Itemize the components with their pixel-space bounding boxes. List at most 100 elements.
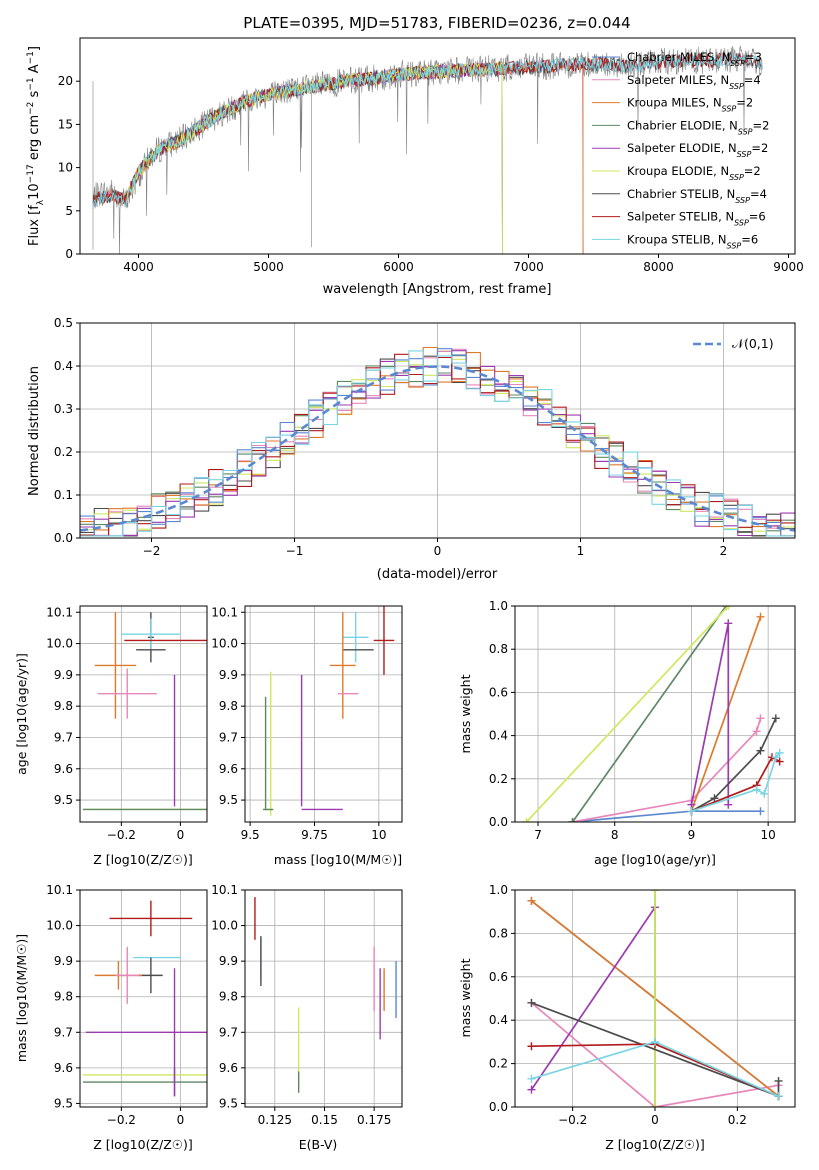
y-tick-label: 9.6 bbox=[54, 762, 73, 776]
age-weight-plot: 7 8 9 10 0.0 0.2 0.4 0.6 0.8 1.0 bbox=[489, 599, 796, 842]
data-marker bbox=[724, 606, 733, 610]
x-tick-label: −0.2 bbox=[558, 1113, 587, 1127]
data-marker bbox=[752, 727, 761, 736]
y-tick-label: 9.6 bbox=[219, 762, 238, 776]
y-tick-label: 10.0 bbox=[46, 919, 73, 933]
legend-label: 𝒩(0,1) bbox=[732, 336, 774, 351]
y-tick-label: 9.7 bbox=[219, 730, 238, 744]
series-line bbox=[690, 616, 762, 812]
axes-frame bbox=[79, 37, 796, 255]
y-tick-label: 9.9 bbox=[54, 668, 73, 682]
y-axis-label: mass [log10(M/M☉)] bbox=[14, 934, 29, 1062]
y-tick-label: 0.2 bbox=[489, 772, 508, 786]
y-tick-label: 9.9 bbox=[219, 954, 238, 968]
y-tick-label: 9.8 bbox=[219, 699, 238, 713]
y-tick-label: 10.0 bbox=[46, 637, 73, 651]
gaussian-curve bbox=[80, 365, 795, 532]
x-tick-label: 9000 bbox=[773, 260, 804, 274]
data-marker bbox=[527, 1085, 536, 1094]
y-tick-label: 0.3 bbox=[54, 402, 73, 416]
spectrum-plot: 4000 5000 6000 7000 8000 9000 0 5 10 15 20 bbox=[58, 37, 804, 274]
x-tick-label: −1 bbox=[286, 544, 304, 558]
z-mass-plot: −0.2 0 9.5 9.6 9.7 9.8 9.9 10.0 10.1 bbox=[46, 883, 208, 1127]
y-tick-label: 0.4 bbox=[489, 729, 508, 743]
data-marker bbox=[651, 890, 659, 894]
plots-layer: 4000 5000 6000 7000 8000 900005101520Chabrier… bbox=[14, 37, 804, 1152]
data-marker bbox=[651, 1103, 659, 1107]
data-marker bbox=[775, 757, 784, 766]
series-line bbox=[690, 717, 777, 812]
y-axis-label: Normed distribution bbox=[27, 366, 42, 496]
x-tick-label: 2 bbox=[720, 544, 728, 558]
data-spectrum bbox=[92, 45, 763, 254]
plot-area bbox=[80, 346, 795, 537]
y-tick-label: 10.1 bbox=[46, 605, 73, 619]
y-tick-label: 15 bbox=[58, 117, 73, 131]
figure-title: PLATE=0395, MJD=51783, FIBERID=0236, z=0… bbox=[243, 14, 630, 32]
y-tick-label: 9.5 bbox=[219, 793, 238, 807]
y-tick-label: 0.4 bbox=[54, 359, 73, 373]
y-tick-label: 9.8 bbox=[54, 990, 73, 1004]
y-tick-label: 0.0 bbox=[54, 531, 73, 545]
model-spectrum bbox=[92, 53, 763, 208]
y-tick-label: 9.7 bbox=[54, 730, 73, 744]
histogram-step bbox=[80, 350, 795, 537]
y-tick-label: 9.7 bbox=[54, 1025, 73, 1039]
series-line bbox=[530, 1002, 779, 1107]
plot-area bbox=[522, 606, 784, 822]
x-tick-label: 0.125 bbox=[258, 1113, 292, 1127]
y-tick-label: 0.0 bbox=[489, 815, 508, 829]
legend-label: Chabrier MILES, NSSP=3 bbox=[627, 50, 762, 68]
legend-label: Salpeter STELIB, NSSP=6 bbox=[627, 210, 766, 228]
y-tick-label: 10 bbox=[58, 161, 73, 175]
data-marker bbox=[756, 714, 765, 723]
x-axis-label: age [log10(age/yr)] bbox=[594, 852, 716, 867]
y-tick-label: 10.1 bbox=[46, 883, 73, 897]
series-line bbox=[690, 623, 730, 805]
legend-label: Kroupa STELIB, NSSP=6 bbox=[627, 232, 758, 250]
data-marker bbox=[687, 807, 696, 816]
data-marker bbox=[760, 789, 769, 798]
z-weight-plot: −0.2 0 0.2 0.0 0.2 0.4 0.6 0.8 1.0 bbox=[489, 883, 796, 1127]
data-marker bbox=[756, 807, 765, 816]
x-tick-label: 1 bbox=[577, 544, 585, 558]
data-marker bbox=[568, 818, 577, 822]
x-tick-label: −2 bbox=[143, 544, 161, 558]
data-marker bbox=[756, 612, 765, 621]
x-tick-label: 7000 bbox=[513, 260, 544, 274]
x-tick-label: 0 bbox=[434, 544, 442, 558]
y-tick-label: 9.7 bbox=[219, 1025, 238, 1039]
x-tick-label: 9.75 bbox=[301, 828, 328, 842]
y-tick-label: 10.0 bbox=[211, 637, 238, 651]
y-tick-label: 0.8 bbox=[489, 926, 508, 940]
x-axis-label: mass [log10(M/M☉)] bbox=[274, 852, 402, 867]
y-tick-label: 10.1 bbox=[211, 605, 238, 619]
y-tick-label: 1.0 bbox=[489, 883, 508, 897]
data-marker bbox=[710, 794, 719, 803]
data-marker bbox=[522, 818, 531, 822]
x-tick-label: 0.2 bbox=[728, 1113, 747, 1127]
axes-frame bbox=[79, 322, 796, 539]
model-spectrum bbox=[125, 62, 503, 254]
y-tick-label: 1.0 bbox=[489, 599, 508, 613]
ebv-mass-plot: 0.125 0.15 0.175 9.5 9.6 9.7 9.8 9.9 10.0 10.1 bbox=[211, 883, 403, 1127]
x-axis-label: Z [log10(Z/Z☉)] bbox=[93, 1137, 193, 1152]
series-line bbox=[525, 606, 729, 822]
data-marker bbox=[756, 746, 765, 755]
series-line bbox=[572, 718, 762, 822]
y-tick-label: 9.9 bbox=[219, 668, 238, 682]
data-marker bbox=[774, 1076, 783, 1085]
y-tick-label: 0.5 bbox=[54, 316, 73, 330]
y-tick-label: 9.5 bbox=[54, 1096, 73, 1110]
legend-label: Chabrier STELIB, NSSP=4 bbox=[627, 187, 767, 205]
y-tick-label: 9.9 bbox=[54, 954, 73, 968]
x-tick-label: 0 bbox=[177, 1113, 185, 1127]
axes-frame bbox=[244, 605, 403, 823]
data-marker bbox=[724, 619, 733, 628]
model-spectrum bbox=[125, 61, 503, 254]
y-tick-label: 0.4 bbox=[489, 1013, 508, 1027]
y-tick-label: 9.6 bbox=[219, 1061, 238, 1075]
x-tick-label: 8000 bbox=[643, 260, 674, 274]
series-line bbox=[691, 752, 781, 813]
x-tick-label: −0.2 bbox=[107, 1113, 136, 1127]
